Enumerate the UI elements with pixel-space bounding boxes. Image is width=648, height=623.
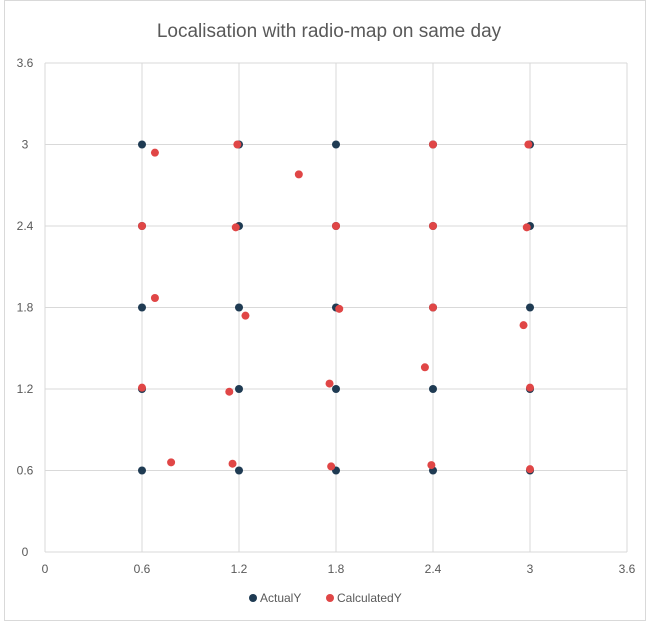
point-actualy [138, 466, 146, 475]
point-actualy [332, 385, 340, 393]
x-tick-label: 3 [527, 562, 534, 576]
tick-labels: 0 0.6 1.2 1.8 2.4 3 3.6 0 0.6 1.2 1.8 2.4 3 3.6 [17, 56, 636, 576]
point-calculatedy [241, 311, 250, 320]
point-calculatedy [526, 383, 534, 392]
y-tick-label: 3 [22, 138, 29, 152]
point-calculatedy [427, 461, 436, 470]
point-calculatedy [519, 321, 528, 330]
point-actualy [526, 303, 534, 312]
point-actualy [429, 385, 437, 393]
y-tick-label: 3.6 [17, 56, 34, 70]
point-calculatedy [225, 387, 234, 396]
x-tick-label: 3.6 [619, 562, 636, 576]
point-calculatedy [150, 293, 159, 302]
point-calculatedy [429, 303, 437, 312]
point-calculatedy [429, 140, 437, 149]
data-points [138, 140, 534, 475]
point-calculatedy [335, 304, 344, 313]
point-calculatedy [524, 140, 533, 149]
y-tick-label: 1.2 [17, 382, 34, 396]
chart-title: Localisation with radio-map on same day [157, 21, 502, 42]
x-tick-label: 0 [42, 562, 49, 576]
point-calculatedy [325, 379, 334, 388]
x-tick-label: 0.6 [134, 562, 151, 576]
legend-label: CalculatedY [337, 591, 402, 605]
legend-marker [249, 594, 257, 602]
y-tick-label: 0 [22, 545, 29, 559]
point-calculatedy [228, 459, 237, 468]
scatter-chart: Localisation with radio-map on same day … [17, 21, 636, 605]
y-tick-label: 1.8 [17, 301, 34, 315]
point-calculatedy [327, 462, 336, 471]
point-calculatedy [233, 140, 242, 149]
point-calculatedy [167, 458, 176, 467]
point-calculatedy [522, 223, 531, 232]
x-tick-label: 2.4 [425, 562, 442, 576]
point-actualy [332, 140, 340, 149]
point-calculatedy [420, 363, 429, 372]
point-calculatedy [332, 222, 340, 230]
legend-marker [326, 594, 334, 602]
point-actualy [235, 385, 243, 393]
point-calculatedy [294, 170, 303, 179]
point-actualy [138, 140, 146, 149]
legend: ActualY CalculatedY [249, 591, 402, 605]
point-calculatedy [526, 465, 534, 474]
legend-label: ActualY [260, 591, 301, 605]
point-calculatedy [150, 148, 159, 157]
y-tick-label: 2.4 [17, 219, 34, 233]
point-calculatedy [231, 223, 240, 232]
point-actualy [235, 303, 243, 312]
point-actualy [138, 303, 146, 312]
x-tick-label: 1.2 [231, 562, 248, 576]
x-tick-label: 1.8 [328, 562, 345, 576]
point-calculatedy [429, 222, 437, 230]
point-calculatedy [138, 383, 146, 392]
point-calculatedy [138, 222, 146, 230]
point-actualy [235, 466, 243, 475]
y-tick-label: 0.6 [17, 464, 34, 478]
chart-frame: Localisation with radio-map on same day … [4, 0, 646, 621]
